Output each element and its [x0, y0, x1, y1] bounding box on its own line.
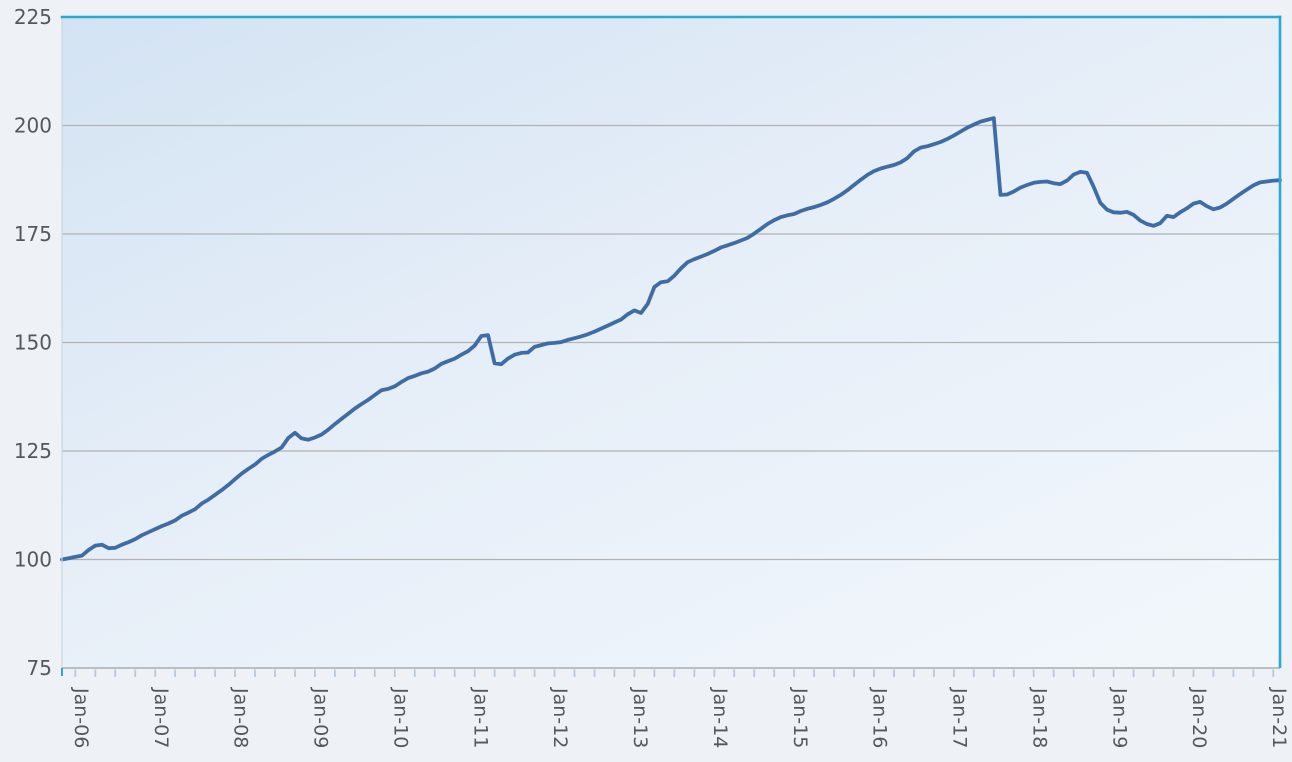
x-axis-label: Jan-17 — [949, 687, 971, 748]
x-axis-label: Jan-13 — [629, 687, 651, 748]
x-axis-label: Jan-06 — [70, 687, 92, 748]
x-axis-label: Jan-12 — [549, 687, 571, 748]
y-axis-label: 200 — [14, 114, 52, 138]
x-axis-label: Jan-09 — [310, 687, 332, 748]
y-axis-label: 125 — [14, 439, 52, 463]
x-minor-ticks — [74, 669, 1275, 677]
x-axis-label: Jan-08 — [230, 687, 252, 748]
x-axis-label: Jan-19 — [1108, 687, 1130, 748]
x-axis-labels: Jan-06 Jan-07 Jan-08 Jan-09 Jan-10 Jan-11 Jan-… — [70, 687, 1290, 748]
y-axis-label: 150 — [14, 331, 52, 355]
series-line — [60, 116, 1282, 562]
x-axis-label: Jan-07 — [150, 687, 172, 748]
x-axis-label: Jan-14 — [709, 687, 731, 748]
x-axis-label: Jan-18 — [1028, 687, 1050, 748]
y-axis-labels: 75 100 125 150 175 200 225 — [14, 5, 52, 680]
y-axis-label: 175 — [14, 222, 52, 246]
x-axis-label: Jan-20 — [1188, 687, 1210, 748]
x-axis-label: Jan-21 — [1268, 687, 1290, 748]
x-axis-label: Jan-10 — [389, 687, 411, 748]
x-axis-label: Jan-15 — [789, 687, 811, 748]
x-axis-label: Jan-11 — [469, 687, 491, 748]
gridlines — [62, 124, 1280, 561]
y-axis-label: 75 — [27, 656, 52, 680]
y-axis-label: 100 — [14, 548, 52, 572]
x-axis-label: Jan-16 — [869, 687, 891, 748]
y-axis-label: 225 — [14, 5, 52, 29]
